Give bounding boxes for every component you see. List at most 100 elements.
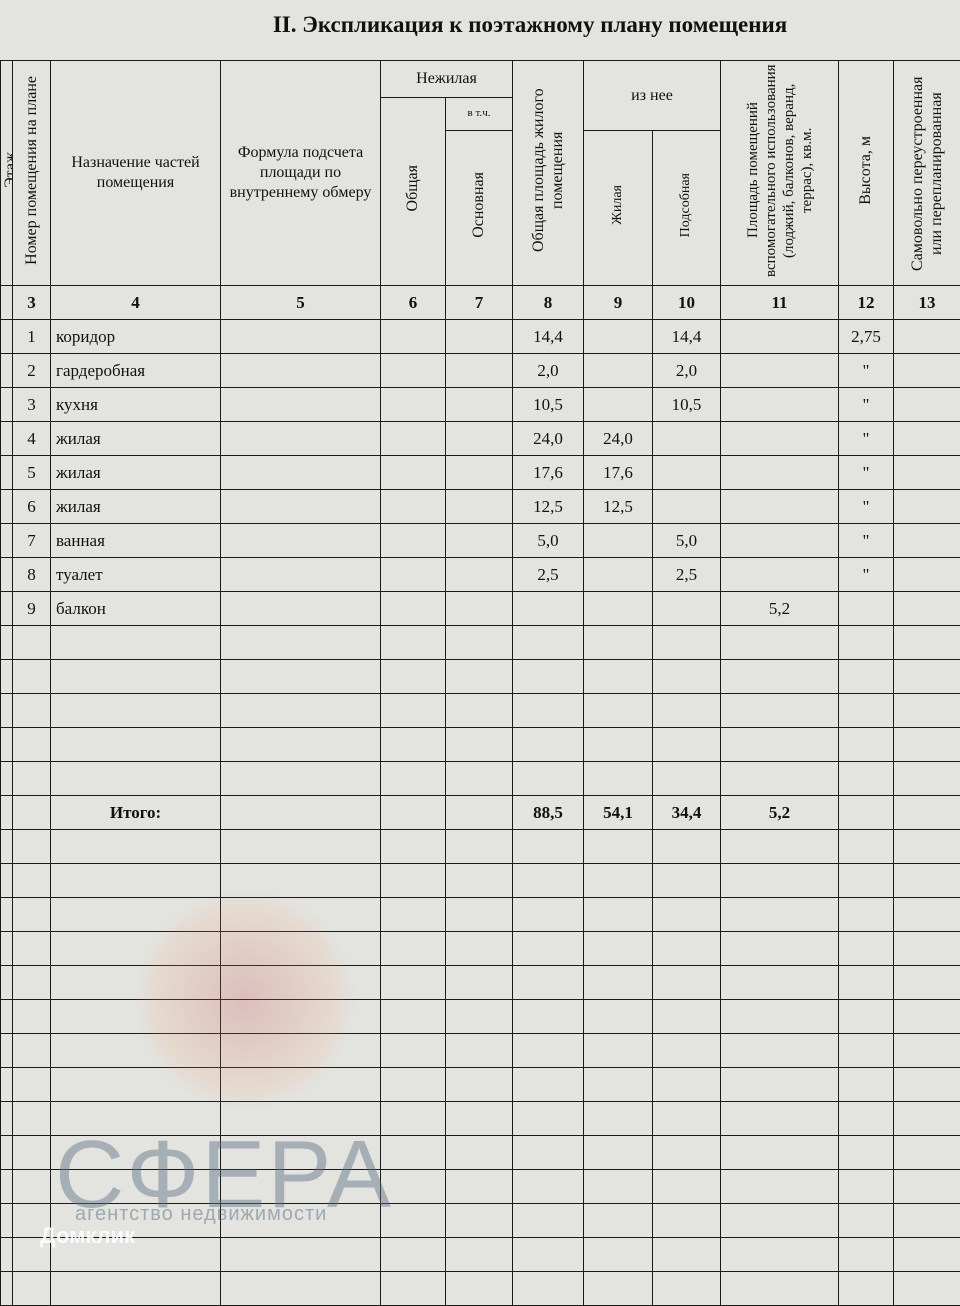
table-cell xyxy=(653,1136,721,1170)
table-cell xyxy=(894,354,960,388)
table-cell xyxy=(584,762,653,796)
table-cell xyxy=(584,694,653,728)
table-cell xyxy=(1,592,13,626)
table-cell xyxy=(221,762,381,796)
table-cell xyxy=(839,1136,894,1170)
table-cell xyxy=(513,728,584,762)
table-cell xyxy=(584,320,653,354)
table-cell xyxy=(51,660,221,694)
table-cell xyxy=(894,762,960,796)
table-cell xyxy=(721,728,839,762)
table-cell xyxy=(381,864,446,898)
table-cell xyxy=(894,1068,960,1102)
table-cell xyxy=(721,1102,839,1136)
table-cell: 8 xyxy=(13,558,51,592)
table-cell: 6 xyxy=(381,286,446,320)
table-cell: 10,5 xyxy=(653,388,721,422)
table-cell: 11 xyxy=(721,286,839,320)
table-cell xyxy=(584,864,653,898)
table-cell xyxy=(513,660,584,694)
table-cell xyxy=(1,1068,13,1102)
table-cell xyxy=(653,1204,721,1238)
table-cell xyxy=(894,898,960,932)
table-cell xyxy=(894,796,960,830)
table-cell xyxy=(584,1170,653,1204)
table-cell xyxy=(653,1000,721,1034)
table-cell xyxy=(221,320,381,354)
table-cell xyxy=(1,286,13,320)
table-cell: ванная xyxy=(51,524,221,558)
table-cell xyxy=(13,932,51,966)
table-cell xyxy=(381,660,446,694)
table-cell xyxy=(1,388,13,422)
table-cell xyxy=(584,1238,653,1272)
table-cell xyxy=(446,1068,513,1102)
table-cell xyxy=(721,1238,839,1272)
table-cell xyxy=(1,558,13,592)
table-cell xyxy=(381,762,446,796)
table-cell xyxy=(13,1068,51,1102)
empty-row xyxy=(1,762,960,796)
table-cell xyxy=(1,354,13,388)
table-cell xyxy=(653,864,721,898)
table-cell: " xyxy=(839,524,894,558)
table-cell xyxy=(839,1170,894,1204)
table-cell xyxy=(894,1136,960,1170)
table-cell xyxy=(721,422,839,456)
table-cell xyxy=(446,1034,513,1068)
table-cell xyxy=(13,694,51,728)
table-cell xyxy=(721,660,839,694)
table-cell xyxy=(13,966,51,1000)
table-cell xyxy=(1,1136,13,1170)
table-cell xyxy=(721,524,839,558)
table-cell xyxy=(721,1034,839,1068)
table-cell xyxy=(513,1000,584,1034)
table-cell xyxy=(839,762,894,796)
table-cell xyxy=(51,728,221,762)
table-cell xyxy=(584,558,653,592)
table-cell: 2,0 xyxy=(653,354,721,388)
table-cell xyxy=(381,388,446,422)
table-cell xyxy=(1,1034,13,1068)
table-cell: 10,5 xyxy=(513,388,584,422)
table-cell: 5,2 xyxy=(721,796,839,830)
table-cell xyxy=(839,1238,894,1272)
table-cell xyxy=(51,762,221,796)
table-cell xyxy=(839,694,894,728)
table-cell xyxy=(653,660,721,694)
table-cell xyxy=(721,354,839,388)
table-cell xyxy=(1,456,13,490)
table-cell: 2,5 xyxy=(653,558,721,592)
table-cell: 5,0 xyxy=(513,524,584,558)
table-cell xyxy=(221,456,381,490)
table-cell xyxy=(381,898,446,932)
table-cell xyxy=(894,422,960,456)
table-cell xyxy=(1,524,13,558)
table-cell xyxy=(839,592,894,626)
table-cell xyxy=(894,1238,960,1272)
table-cell xyxy=(653,1034,721,1068)
table-cell xyxy=(381,320,446,354)
table-cell xyxy=(721,1204,839,1238)
table-cell xyxy=(446,1000,513,1034)
table-cell xyxy=(584,1068,653,1102)
table-cell: кухня xyxy=(51,388,221,422)
table-cell xyxy=(513,1204,584,1238)
table-cell xyxy=(51,694,221,728)
table-cell xyxy=(13,830,51,864)
empty-row xyxy=(1,1068,960,1102)
table-cell xyxy=(721,626,839,660)
table-cell xyxy=(894,1170,960,1204)
table-cell xyxy=(381,796,446,830)
table-cell xyxy=(653,592,721,626)
table-cell xyxy=(446,490,513,524)
table-cell xyxy=(894,1102,960,1136)
table-cell xyxy=(221,728,381,762)
table-cell xyxy=(1,762,13,796)
table-cell xyxy=(653,1170,721,1204)
table-cell xyxy=(894,830,960,864)
empty-row xyxy=(1,1272,960,1306)
